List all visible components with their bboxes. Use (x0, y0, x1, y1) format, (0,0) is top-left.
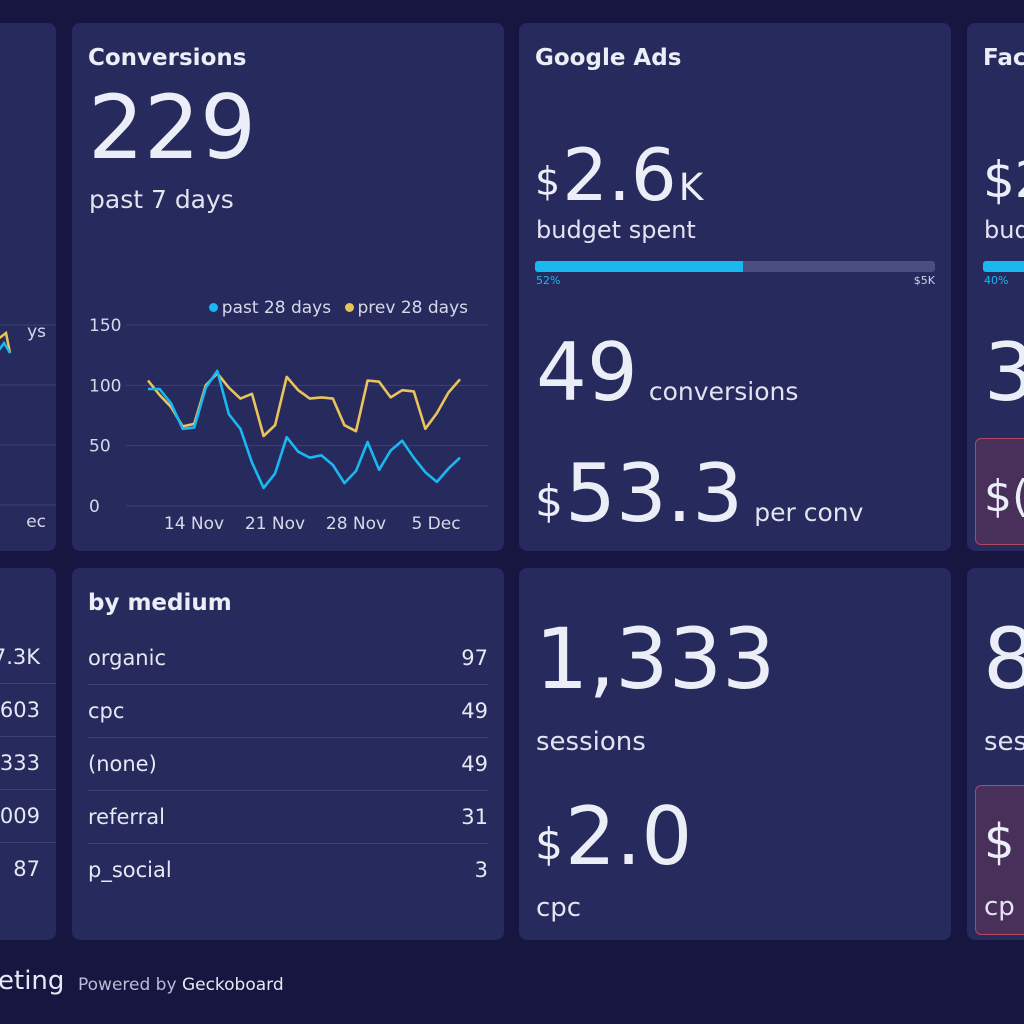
budget-progress-bar (535, 261, 935, 272)
medium-value: 49 (461, 698, 488, 723)
y-tick-label: 50 (89, 437, 111, 457)
y-tick-label: 150 (89, 316, 121, 336)
warning-partial-value: $ (984, 814, 1015, 870)
sessions-value: 1,333 (535, 610, 776, 708)
legend-item-prev: prev 28 days (344, 298, 468, 318)
card-title: Conversions (88, 45, 247, 71)
warning-partial-caption: cp (984, 892, 1015, 922)
medium-label: organic (88, 645, 167, 670)
medium-value: 97 (461, 645, 488, 670)
x-tick-label: 21 Nov (245, 514, 305, 534)
list-item: referral 31 (88, 790, 488, 844)
currency-symbol: $ (535, 159, 561, 206)
list-item: cpc 49 (88, 684, 488, 738)
sessions-cpc-caption: cpc (536, 893, 582, 923)
sessions-caption: sessions (536, 727, 646, 757)
partial-row-value-4: 009 (0, 804, 40, 828)
partial-row-divider-4 (0, 842, 56, 843)
medium-label: (none) (88, 751, 157, 776)
y-tick-label: 100 (89, 376, 121, 396)
medium-label: referral (88, 804, 166, 829)
cpc-caption: per conv (754, 498, 864, 527)
partial-row-divider-3 (0, 789, 56, 790)
sessions-card[interactable]: 1,333 sessions $2.0 cpc (519, 568, 951, 940)
legend-item-past: past 28 days (208, 298, 331, 318)
currency-symbol: $ (535, 818, 563, 870)
facebook-progress-label: 40% (984, 274, 1009, 287)
budget-caption: budget spent (536, 216, 696, 244)
partial-row-value-5: 87 (13, 857, 40, 881)
x-tick-label: 28 Nov (326, 514, 386, 534)
left-partial-line-blue (0, 340, 12, 354)
cpc-value: $53.3 (535, 447, 744, 540)
x-tick-label: 14 Nov (164, 514, 224, 534)
partial-row-value-1: 7.3K (0, 645, 40, 669)
list-item: p_social 3 (88, 843, 488, 896)
sessions-cpc-value: $2.0 (535, 790, 693, 883)
partial-sessions-caption: ses (984, 727, 1024, 757)
progress-max-label: $5K (913, 274, 935, 287)
budget-partial-caption: bud (984, 216, 1024, 244)
budget-spent-value: $2.6K (535, 133, 704, 217)
legend-partial-label: ys (27, 322, 46, 342)
left-partial-line-yellow (0, 330, 12, 354)
conversions-value: 229 (88, 76, 256, 179)
card-title: Fac (983, 45, 1024, 71)
progress-percent-label: 52% (536, 274, 561, 287)
partial-row-value-2: 603 (0, 698, 40, 722)
partial-row-value-3: 333 (0, 751, 40, 775)
currency-symbol: $ (535, 475, 563, 527)
powered-by-brand: Geckoboard (181, 975, 284, 995)
right-bottom-partial-card[interactable]: 8 ses $ cp (967, 568, 1024, 940)
x-tick-label: 5 Dec (411, 514, 460, 534)
chart-legend: past 28 days prev 28 days (208, 298, 468, 318)
list-item: organic 97 (88, 631, 488, 685)
left-partial-chart (0, 324, 56, 506)
powered-by[interactable]: Powered by Geckoboard (78, 975, 284, 995)
facebook-warning-box: $( (975, 438, 1024, 545)
conversions-row: 49 conversions (536, 326, 798, 419)
facebook-partial-value: 3 (984, 326, 1024, 419)
google-ads-card[interactable]: Google Ads $2.6K budget spent 52% $5K 49… (519, 23, 951, 551)
conversions-card[interactable]: Conversions 229 past 7 days past 28 days… (72, 23, 504, 551)
budget-progress-fill (535, 261, 743, 272)
left-bottom-partial-card: 7.3K 603 333 009 87 (0, 568, 56, 940)
medium-value: 49 (461, 751, 488, 776)
medium-value: 3 (474, 857, 488, 882)
card-title: Google Ads (535, 45, 682, 71)
medium-label: p_social (88, 857, 172, 882)
by-medium-card[interactable]: by medium organic 97 cpc 49 (none) 49 re… (72, 568, 504, 940)
powered-by-prefix: Powered by (78, 975, 177, 995)
cost-per-conversion-row: $53.3 per conv (535, 447, 863, 540)
budget-partial-value: $2 (983, 151, 1024, 209)
x-tick-partial-label: ec (26, 512, 46, 532)
facebook-progress-bar (983, 261, 1024, 272)
ads-conversions-value: 49 (536, 326, 638, 419)
cpc-warning-box: $ cp (975, 785, 1024, 935)
partial-row-divider-1 (0, 683, 56, 684)
facebook-progress-fill (983, 261, 1024, 272)
partial-sessions-value: 8 (983, 610, 1024, 708)
dashboard-title: eting (0, 966, 65, 996)
medium-label: cpc (88, 698, 125, 723)
warning-partial-value: $( (984, 471, 1024, 522)
series-line-past-28-days (148, 369, 461, 490)
card-title: by medium (88, 590, 232, 616)
facebook-ads-partial-card[interactable]: Fac $2 bud 40% 3 $( (967, 23, 1024, 551)
medium-value: 31 (461, 804, 488, 829)
list-item: (none) 49 (88, 737, 488, 791)
value-suffix: K (678, 165, 704, 209)
legend-dot-blue-icon (208, 303, 218, 312)
partial-row-divider-2 (0, 736, 56, 737)
conversions-caption: past 7 days (89, 185, 234, 214)
ads-conversions-caption: conversions (648, 377, 799, 406)
left-partial-card: ys ec (0, 23, 56, 551)
y-tick-label: 0 (89, 497, 100, 517)
conversions-line-chart: 150 100 50 0 14 Nov 21 Nov 28 Nov 5 Dec (89, 316, 488, 534)
legend-dot-yellow-icon (344, 303, 354, 312)
